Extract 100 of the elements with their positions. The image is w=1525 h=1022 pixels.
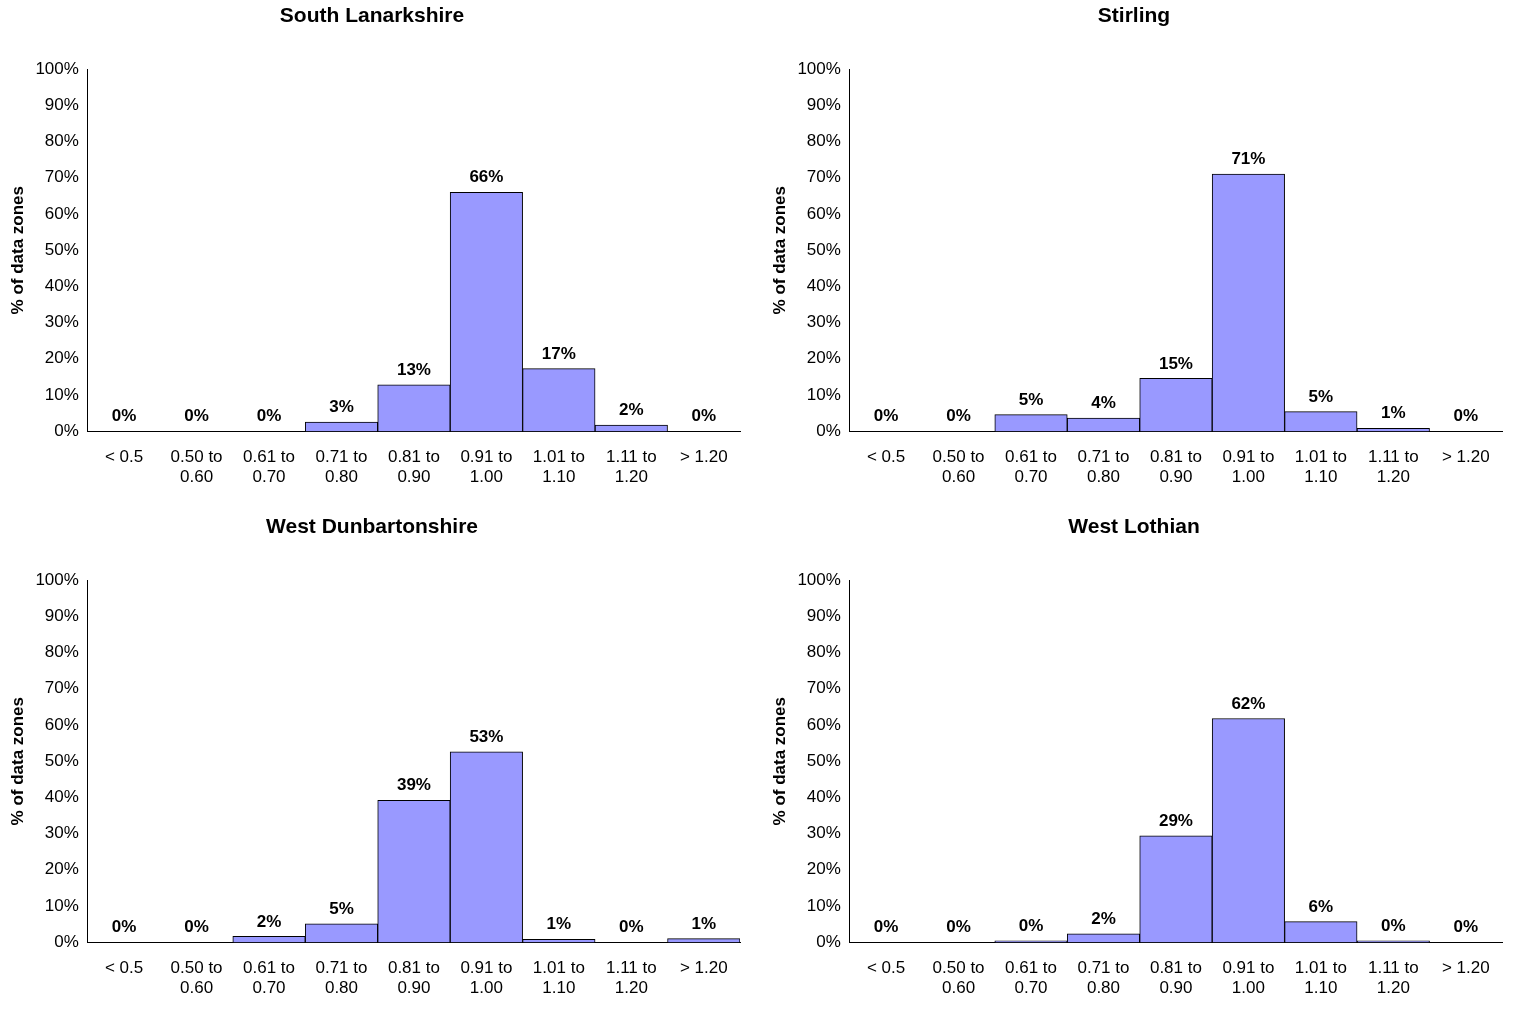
data-label: 0% — [691, 406, 717, 426]
x-tick-label: 1.11 to 1.20 — [605, 958, 657, 998]
y-tick-label: 40% — [44, 787, 79, 807]
x-tick-label: 0.61 to 0.70 — [243, 447, 296, 487]
x-tick-label: 0.50 to 0.60 — [170, 958, 223, 998]
x-tick-label: 1.01 to 1.10 — [1294, 447, 1347, 487]
y-tick-label: 10% — [44, 895, 79, 915]
y-tick-label: 20% — [44, 348, 79, 368]
y-tick-label: 20% — [806, 859, 841, 879]
y-axis-title: % of data zones — [769, 185, 789, 315]
chart-title: West Lothian — [1068, 514, 1200, 538]
data-label: 0% — [184, 406, 209, 426]
chart-title: South Lanarkshire — [279, 3, 465, 27]
x-tick-label: 0.71 to 0.80 — [1077, 958, 1130, 998]
data-label: 5% — [1308, 386, 1334, 406]
x-tick-label: > 1.20 — [1441, 447, 1490, 467]
y-tick-label: 50% — [806, 239, 841, 259]
data-label: 0% — [873, 406, 899, 426]
y-tick-label: 20% — [44, 859, 79, 879]
x-tick-label: 1.01 to 1.10 — [532, 447, 585, 487]
data-label: 0% — [1453, 406, 1479, 426]
data-label: 0% — [946, 406, 971, 426]
y-tick-label: 0% — [54, 420, 79, 440]
y-tick-label: 10% — [806, 384, 841, 404]
y-tick-label: 10% — [806, 895, 841, 915]
x-tick-label: 0.61 to 0.70 — [1005, 447, 1058, 487]
data-label: 13% — [396, 360, 431, 380]
y-tick-label: 40% — [806, 276, 841, 296]
data-label: 39% — [396, 775, 431, 795]
data-label: 29% — [1158, 810, 1193, 830]
y-tick-label: 60% — [806, 203, 841, 223]
data-label: 2% — [256, 911, 282, 931]
x-tick-label: 0.71 to 0.80 — [315, 958, 368, 998]
data-label: 3% — [329, 397, 354, 417]
y-tick-label: 70% — [44, 678, 79, 698]
y-tick-label: 70% — [806, 678, 841, 698]
y-tick-label: 100% — [797, 569, 841, 589]
y-axis-title: % of data zones — [7, 696, 27, 826]
data-label: 71% — [1231, 149, 1266, 169]
y-tick-label: 60% — [806, 714, 841, 734]
data-label: 2% — [1091, 909, 1116, 929]
y-axis-title: % of data zones — [769, 696, 789, 826]
chart-title: West Dunbartonshire — [266, 514, 478, 538]
x-tick-label: 0.91 to 1.00 — [460, 447, 513, 487]
data-label: 0% — [111, 406, 137, 426]
data-label: 62% — [1231, 693, 1266, 713]
x-tick-label: 0.81 to 0.90 — [1149, 958, 1202, 998]
data-label: 0% — [1453, 917, 1479, 937]
y-tick-label: 60% — [44, 714, 79, 734]
y-tick-label: 0% — [816, 420, 841, 440]
y-tick-label: 90% — [44, 95, 79, 115]
y-tick-label: 80% — [806, 642, 841, 662]
x-tick-label: 1.01 to 1.10 — [1294, 958, 1347, 998]
y-tick-label: 50% — [44, 239, 79, 259]
data-label: 53% — [469, 726, 504, 746]
data-label: 0% — [619, 917, 644, 937]
y-tick-label: 100% — [797, 58, 841, 78]
y-tick-label: 30% — [806, 823, 841, 843]
x-tick-label: 0.91 to 1.00 — [1222, 447, 1275, 487]
x-tick-label: 0.50 to 0.60 — [170, 447, 223, 487]
y-tick-label: 10% — [44, 384, 79, 404]
data-label: 1% — [546, 914, 572, 934]
y-tick-label: 30% — [806, 312, 841, 332]
x-tick-label: < 0.5 — [104, 447, 144, 467]
x-tick-label: < 0.5 — [104, 958, 144, 978]
data-label: 0% — [873, 917, 899, 937]
y-tick-label: 0% — [54, 931, 79, 951]
y-tick-label: 70% — [806, 167, 841, 187]
data-label: 66% — [469, 167, 504, 187]
data-label: 0% — [111, 917, 137, 937]
x-tick-label: 1.01 to 1.10 — [532, 958, 585, 998]
x-tick-label: 1.11 to 1.20 — [1367, 447, 1419, 487]
x-tick-label: > 1.20 — [679, 447, 728, 467]
y-tick-label: 60% — [44, 203, 79, 223]
x-tick-label: 0.61 to 0.70 — [243, 958, 296, 998]
data-label: 0% — [946, 917, 971, 937]
y-tick-label: 50% — [806, 750, 841, 770]
data-label: 0% — [256, 406, 282, 426]
x-tick-label: > 1.20 — [1441, 958, 1490, 978]
y-tick-label: 70% — [44, 167, 79, 187]
y-tick-label: 50% — [44, 750, 79, 770]
x-tick-label: 0.91 to 1.00 — [1222, 958, 1275, 998]
y-tick-label: 40% — [44, 276, 79, 296]
x-tick-label: 0.71 to 0.80 — [1077, 447, 1130, 487]
y-tick-label: 30% — [44, 312, 79, 332]
x-tick-label: 0.61 to 0.70 — [1005, 958, 1058, 998]
data-label: 6% — [1308, 896, 1334, 916]
y-tick-label: 90% — [44, 606, 79, 626]
x-tick-label: 0.91 to 1.00 — [460, 958, 513, 998]
x-tick-label: < 0.5 — [866, 447, 906, 467]
x-tick-label: 0.81 to 0.90 — [387, 958, 440, 998]
data-label: 5% — [1018, 389, 1044, 409]
data-label: 0% — [1018, 915, 1044, 935]
y-tick-label: 20% — [806, 348, 841, 368]
data-label: 15% — [1158, 353, 1193, 373]
y-tick-label: 100% — [35, 569, 79, 589]
y-tick-label: 30% — [44, 823, 79, 843]
y-tick-label: 90% — [806, 606, 841, 626]
y-tick-label: 90% — [806, 95, 841, 115]
x-tick-label: 1.11 to 1.20 — [605, 447, 657, 487]
